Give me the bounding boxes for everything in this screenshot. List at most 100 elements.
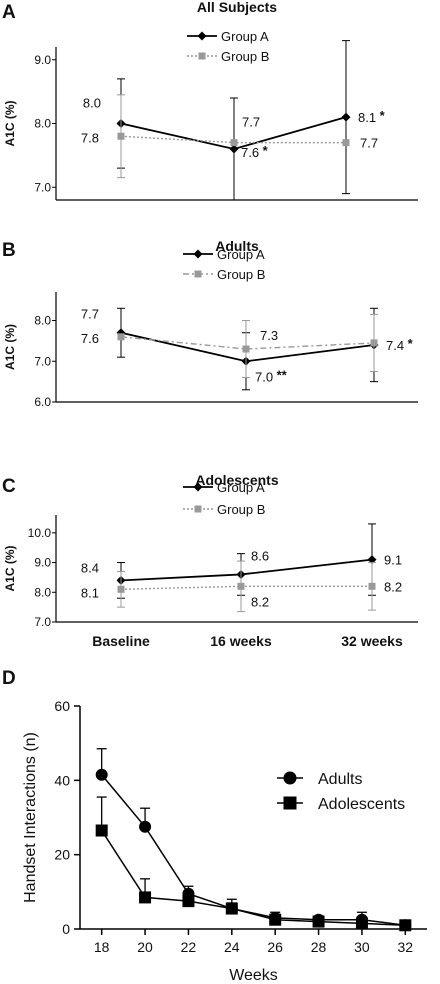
panel-C-ytick-label: 7.0 [34,615,51,629]
panel-C-category-label: 16 weeks [210,633,272,649]
panel-B-data-label: 7.7 [81,307,99,322]
panel-C-data-label: 8.4 [81,560,99,575]
panel-A-data-label: 7.7 [360,136,378,151]
panel-D-data-point [355,917,368,930]
panel-D-data-point [95,824,108,837]
panel-A-data-point [117,132,125,140]
panel-B-data-label: 7.6 [81,331,99,346]
panel-B-letter: B [2,240,16,261]
panel-C-ytick-label: 10.0 [28,526,52,540]
panel-C-series-line-group-a [120,558,373,582]
panel-D-xtick-label: 18 [94,939,110,955]
panel-C-category-label: Baseline [92,633,150,649]
panel-D-data-point [269,913,282,926]
panel-B-significance-mark: ** [277,367,288,382]
panel-A-title: All Subjects [197,0,277,15]
panel-D-legend-label: Adults [318,771,362,788]
panel-C-data-label: 8.1 [81,585,99,600]
panel-B-title: Adults [215,238,259,254]
panel-B-legend-label: Group A [217,247,265,262]
panel-B-legend-marker [194,270,202,278]
panel-B-ytick-label: 7.0 [34,354,51,368]
panel-A-data-label: 7.7 [242,115,260,130]
panel-C-title: Adolescents [195,472,278,488]
panel-C-data-point [117,585,125,593]
panel-A-ytick-label: 9.0 [34,53,51,67]
panel-D-legend-marker [283,796,297,810]
panel-D-series-line-adults [101,774,406,927]
panel-D-legend-label: Adolescents [318,796,405,813]
panel-A-significance-mark: * [263,143,269,158]
panel-C-ytick-label: 8.0 [34,585,51,599]
panel-C-data-point [367,555,377,565]
panel-D-legend-marker [283,771,297,785]
panel-D-ytick-label: 0 [62,921,70,937]
panel-D-data-point [399,919,412,932]
panel-A-legend-label: Group B [221,49,269,64]
panel-D-data-point [225,902,238,915]
panel-A-data-label: 8.1 [358,110,376,125]
panel-D-xtick-label: 22 [181,939,197,955]
panel-C-data-label: 8.2 [384,579,402,594]
panel-D-xtick-label: 20 [137,939,153,955]
panel-A-legend-label: Group A [221,29,269,44]
panel-B-data-label: 7.4 [386,338,404,353]
panel-A-significance-mark: * [380,108,386,123]
panel-D-xtick-label: 28 [311,939,327,955]
panel-C-data-label: 8.2 [251,594,269,609]
panel-A-y-axis-label: A1C (%) [3,100,17,146]
panel-D-x-axis-label: Weeks [229,967,278,984]
panel-D-ytick-label: 40 [54,772,70,788]
panel-D-data-point [95,768,108,781]
panel-C-letter: C [2,476,16,497]
panel-A-data-label: 8.0 [83,96,101,111]
panel-C-data-point [237,582,245,590]
panel-C-category-label: 32 weeks [341,633,403,649]
panel-C-data-point [368,582,376,590]
panel-D-y-axis-label: Handset Interactions (n) [22,732,39,903]
panel-A-legend-marker [197,31,207,41]
panel-C-ytick-label: 9.0 [34,556,51,570]
panel-B-legend-marker [193,249,203,259]
panel-A-letter: A [2,2,16,23]
panel-B-data-label: 7.3 [260,328,278,343]
panel-A-data-label: 7.6 [241,145,259,160]
panel-A-data-label: 7.8 [81,130,99,145]
panel-C-legend-label: Group B [217,502,265,517]
panel-C-y-axis-label: A1C (%) [3,545,17,591]
panel-D-xtick-label: 26 [267,939,283,955]
panel-A-legend-marker [198,52,206,60]
panel-D-series-line-adolescents [101,830,406,927]
panel-D-letter: D [2,668,16,689]
panel-A-ytick-label: 7.0 [34,180,51,194]
panel-B-data-point [117,333,125,341]
panel-B-ytick-label: 8.0 [34,314,51,328]
panel-B-data-label: 7.0 [255,369,273,384]
panel-D-xtick-label: 30 [354,939,370,955]
panel-D-data-point [139,820,152,833]
panel-D-data-point [182,895,195,908]
panel-C-legend-label: Group A [217,480,265,495]
panel-C-data-label: 8.6 [251,548,269,563]
panel-D-ytick-label: 60 [54,698,70,714]
panel-C-data-label: 9.1 [384,553,402,568]
panel-A-data-point [230,139,238,147]
panel-D-xtick-label: 32 [398,939,414,955]
panel-B-y-axis-label: A1C (%) [3,324,17,370]
panel-C-series-line-group-b [120,585,372,591]
panel-D-data-point [139,891,152,904]
panel-A-data-point [342,139,350,147]
panel-A-ytick-label: 8.0 [34,117,51,131]
panel-B-series-line-group-b [120,336,375,350]
panel-D-xtick-label: 24 [224,939,240,955]
panel-B-ytick-label: 6.0 [34,395,51,409]
panel-D-ytick-label: 20 [54,847,70,863]
panel-C-legend-marker [194,505,202,513]
panel-D-data-point [312,915,325,928]
panel-B-data-point [370,339,378,347]
panel-C-legend-marker [193,482,203,492]
panel-B-significance-mark: * [408,336,414,351]
panel-A-data-point [341,112,351,122]
panel-A-data-point [229,144,239,154]
